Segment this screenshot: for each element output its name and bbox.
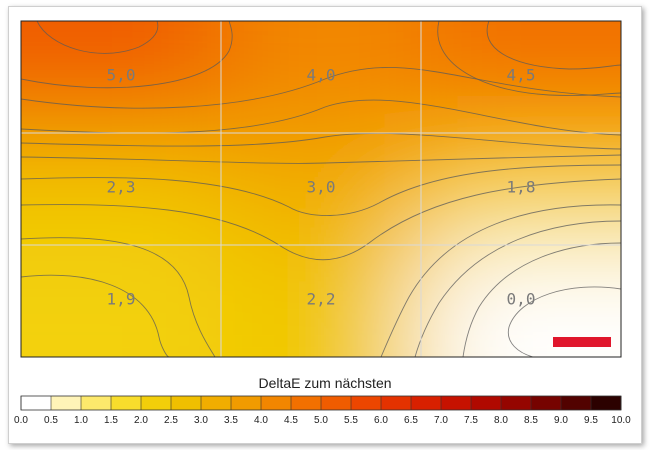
contour-line — [21, 132, 621, 150]
colorbar: 0.0 0.5 1.0 1.5 2.0 2.5 3.0 3.5 4.0 4.5 5.0 5.5 6.0 6… — [14, 395, 631, 426]
colorbar-tick-label: 0.5 — [44, 415, 58, 426]
contour-line — [21, 154, 621, 164]
colorbar-swatch — [351, 396, 382, 410]
contour-line — [21, 164, 621, 216]
colorbar-tick-label: 6.5 — [404, 415, 418, 426]
heat-cell — [221, 21, 421, 133]
contour-line — [486, 21, 621, 70]
contour-line — [462, 242, 621, 357]
colorbar-tick-label: 9.0 — [554, 415, 568, 426]
cell-value-label: 4,0 — [307, 66, 336, 85]
colorbar-tick-label: 4.5 — [284, 415, 298, 426]
colorbar-tick-label: 8.0 — [494, 415, 508, 426]
colorbar-tick-label: 7.5 — [464, 415, 478, 426]
colorbar-swatch — [561, 396, 592, 410]
contour-line — [21, 237, 216, 357]
colorbar-tick-label: 2.5 — [164, 415, 178, 426]
colorbar-swatch — [441, 396, 472, 410]
contour-line — [36, 21, 159, 54]
cell-value-label: 4,5 — [507, 66, 536, 85]
colorbar-swatch — [21, 396, 52, 410]
heat-cell — [21, 245, 221, 357]
plot-border — [20, 20, 622, 358]
contour-line — [414, 220, 621, 357]
heat-cell — [221, 7, 421, 21]
cell-value-label: 5,0 — [107, 66, 136, 85]
cell-value-label: 2,2 — [307, 290, 336, 309]
colorbar-tick-label: 6.0 — [374, 415, 388, 426]
heat-cell — [621, 357, 641, 443]
cell-value-label: 1,8 — [507, 178, 536, 197]
colorbar-swatch — [591, 396, 622, 410]
heat-cell — [221, 133, 421, 245]
colorbar-tick-label: 3.5 — [224, 415, 238, 426]
cell-value-label: 2,3 — [107, 178, 136, 197]
heat-cell — [21, 7, 221, 21]
colorbar-swatch — [141, 396, 172, 410]
heat-cell — [9, 357, 21, 443]
contour-line — [507, 286, 621, 357]
heat-cell — [421, 133, 621, 245]
contour-line — [21, 67, 621, 109]
colorbar-tick-label: 9.5 — [584, 415, 598, 426]
colorbar-swatch — [471, 396, 502, 410]
colorbar-swatch — [261, 396, 292, 410]
colorbar-swatch — [381, 396, 412, 410]
colorbar-swatch — [531, 396, 562, 410]
cell-value-label: 3,0 — [307, 178, 336, 197]
colorbar-tick-label: 10.0 — [611, 415, 631, 426]
heat-cell — [221, 245, 421, 357]
contour-line — [21, 274, 170, 357]
cell-value-label: 1,9 — [107, 290, 136, 309]
chart-frame: 5,0 4,0 4,5 2,3 3,0 1,8 1,9 2,2 0,0 DeltaE zum n… — [8, 6, 642, 444]
colorbar-tick-label: 0.0 — [14, 415, 28, 426]
colorbar-swatch — [111, 396, 142, 410]
heat-cell — [9, 133, 21, 245]
legend-marker — [553, 337, 611, 347]
colorbar-tick-label: 3.0 — [194, 415, 208, 426]
colorbar-tick-label: 7.0 — [434, 415, 448, 426]
heat-cell — [421, 21, 621, 133]
contour-line — [437, 21, 621, 97]
heat-cell — [421, 7, 621, 21]
colorbar-tick-label: 5.5 — [344, 415, 358, 426]
colorbar-swatch — [201, 396, 232, 410]
colorbar-swatch — [81, 396, 112, 410]
heat-cell — [621, 133, 641, 245]
colorbar-tick-label: 1.0 — [74, 415, 88, 426]
colorbar-swatch — [231, 396, 262, 410]
heatmap-plot: 5,0 4,0 4,5 2,3 3,0 1,8 1,9 2,2 0,0 — [9, 7, 641, 443]
heat-cell — [621, 245, 641, 357]
colorbar-swatch — [501, 396, 532, 410]
colorbar-swatch — [171, 396, 202, 410]
colorbar-swatch — [411, 396, 442, 410]
contour-line — [380, 204, 621, 357]
colorbar-tick-label: 2.0 — [134, 415, 148, 426]
colorbar-tick-label: 8.5 — [524, 415, 538, 426]
colorbar-tick-label: 4.0 — [254, 415, 268, 426]
heat-cell — [9, 245, 21, 357]
contour-line — [21, 178, 621, 261]
cell-value-label: 0,0 — [507, 290, 536, 309]
heat-cell — [21, 133, 221, 245]
heat-cell — [9, 7, 21, 21]
colorbar-swatch — [51, 396, 82, 410]
heat-cell — [621, 21, 641, 133]
colorbar-tick-label: 1.5 — [104, 415, 118, 426]
heat-cell — [9, 21, 21, 133]
colorbar-tick-label: 5.0 — [314, 415, 328, 426]
deltae-chart: 5,0 4,0 4,5 2,3 3,0 1,8 1,9 2,2 0,0 DeltaE zum n… — [9, 7, 641, 443]
colorbar-swatch — [291, 396, 322, 410]
contour-line — [21, 21, 233, 89]
colorbar-swatch — [321, 396, 352, 410]
heat-cell — [621, 7, 641, 21]
colorbar-title: DeltaE zum nächsten — [258, 375, 391, 391]
